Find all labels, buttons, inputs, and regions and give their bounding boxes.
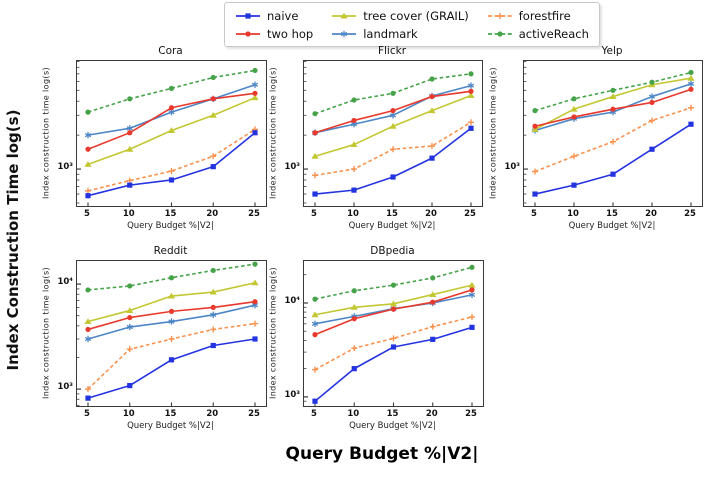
x-tick-label: 5 [84,409,90,419]
subplot-title: Cora [158,45,183,57]
figure-y-axis-label: Index Construction Time log(s) [4,109,22,371]
series-line-tree-cover-grail [534,77,692,131]
subplot-x-axis-label: Query Budget %|V2| [127,221,214,231]
plot-area [76,60,267,207]
subplot-dbpedia: DBpedia Index construction time log(s) 10³… [267,245,488,441]
plot-canvas [304,264,476,406]
series-line-two-hop [314,289,473,336]
subplot-yelp: Yelp Index construction time log(s) 10³ 5 10… [487,45,707,241]
legend-item-naive: naive [235,7,313,24]
forestfire-legend-marker-icon [487,12,512,19]
x-tick-label: 15 [386,209,398,219]
series-line-naive [87,338,256,399]
legend-item-two-hop: two hop [235,25,313,42]
legend-item-label: naive [267,8,299,23]
subplot-title: Flickr [377,45,407,57]
x-tick-label: 10 [567,209,579,219]
subplot-y-axis-label: Index construction time log(s) [268,66,278,199]
x-tick-label: 10 [347,209,359,219]
subplot-y-axis-label: Index construction time log(s) [41,66,51,199]
landmark-legend-marker-icon [332,30,357,37]
legend-item-activereach: activeReach [487,25,589,42]
subplot-reddit: Reddit Index construction time log(s) 10³ 1… [40,245,271,441]
x-tick-label: 10 [122,209,135,219]
series-line-tree-cover-grail [87,281,256,323]
naive-legend-marker-icon [236,12,260,19]
activereach-legend-marker-icon [487,30,512,37]
y-tick-label: 10⁴ [57,277,73,288]
x-tick-label: 15 [386,409,399,419]
x-tick-label: 25 [684,209,696,219]
series-line-activereach [314,266,473,300]
plot-area [303,60,483,207]
x-tick-label: 25 [248,209,260,219]
plot-canvas [524,61,695,206]
x-tick-label: 20 [425,209,437,219]
legend-item-tree-cover-grail: tree cover (GRAIL) [331,7,469,24]
plot-area [303,260,484,407]
subplot-cora: Cora Index construction time log(s) 10³ 5 10… [40,45,271,241]
x-tick-label: 15 [164,209,177,219]
subplot-x-axis-label: Query Budget %|V2| [349,421,436,431]
x-tick-label: 20 [425,409,438,419]
y-tick-label: 10³ [504,162,520,173]
x-tick-label: 10 [347,409,360,419]
subplot-x-axis-label: Query Budget %|V2| [348,221,436,231]
subplot-flickr: Flickr Index construction time log(s) 10³ 5… [267,45,487,241]
subplot-x-axis-label: Query Budget %|V2| [127,421,214,431]
y-tick-label: 10⁴ [284,295,300,306]
series-line-forestfire [314,316,473,371]
y-tick-label: 10³ [284,162,300,173]
legend-item-label: tree cover (GRAIL) [363,8,469,23]
y-tick-label: 10³ [57,162,73,173]
y-tick-label: 10³ [284,389,300,400]
x-tick-label: 5 [311,209,317,219]
plot-area [523,60,703,207]
subplot-title: DBpedia [370,245,415,257]
subplot-y-axis-label: Index construction time log(s) [268,266,278,399]
subplot-title: Yelp [601,45,623,57]
legend: naive two hop tree cover (GRAIL) landmark fo… [224,2,600,47]
series-line-forestfire [87,322,256,390]
legend-item-landmark: landmark [331,25,469,42]
tree-cover-grail-legend-marker-icon [332,12,357,18]
plot-canvas [77,61,259,206]
x-tick-label: 25 [248,409,260,419]
x-tick-label: 20 [206,209,219,219]
x-tick-label: 20 [206,409,219,419]
y-tick-label: 10³ [57,382,73,393]
series-line-naive [87,132,256,197]
legend-item-label: two hop [267,26,314,41]
x-tick-label: 25 [464,209,476,219]
x-tick-label: 15 [606,209,618,219]
legend-item-label: forestfire [518,8,571,23]
series-line-naive [534,123,692,195]
x-tick-label: 5 [531,209,537,219]
plot-canvas [77,261,259,406]
figure-x-axis-label: Query Budget %|V2| [285,444,479,464]
series-line-activereach [87,263,256,291]
x-tick-label: 15 [164,409,177,419]
legend-item-label: landmark [363,26,418,41]
subplot-x-axis-label: Query Budget %|V2| [568,221,656,231]
x-tick-label: 5 [311,409,317,419]
x-tick-label: 5 [84,209,90,219]
legend-item-label: activeReach [518,26,589,41]
plot-canvas [304,61,475,206]
plot-area [76,260,267,407]
two-hop-legend-marker-icon [236,30,260,37]
subplot-title: Reddit [153,245,188,257]
x-tick-label: 20 [645,209,657,219]
subplot-y-axis-label: Index construction time log(s) [488,66,498,199]
series-line-naive [314,127,472,195]
x-tick-label: 10 [122,409,135,419]
x-tick-label: 25 [465,409,477,419]
series-line-two-hop [87,92,256,150]
legend-item-forestfire: forestfire [487,7,589,24]
